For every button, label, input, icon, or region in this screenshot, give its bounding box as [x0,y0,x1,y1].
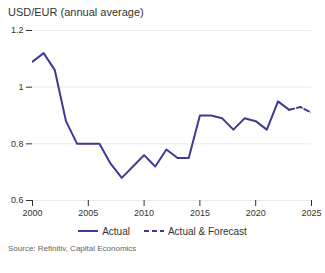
svg-text:2005: 2005 [78,208,98,218]
svg-text:0.6: 0.6 [11,195,24,205]
svg-text:2015: 2015 [190,208,210,218]
svg-text:2000: 2000 [22,208,42,218]
html-text:Source: Refinitiv, Capital Eco: Source: Refinitiv, Capital Economics [8,244,137,253]
svg-text:2025: 2025 [301,208,321,218]
html-text:Actual: Actual [102,225,130,237]
html-text:USD/EUR (annual average): USD/EUR (annual average) [8,6,144,18]
svg-text:0.8: 0.8 [11,139,24,149]
svg-text:2010: 2010 [134,208,154,218]
svg-text:1.2: 1.2 [11,25,24,35]
svg-text:1: 1 [18,82,23,92]
svg-text:2020: 2020 [246,208,266,218]
html-text:Actual & Forecast: Actual & Forecast [167,225,247,237]
